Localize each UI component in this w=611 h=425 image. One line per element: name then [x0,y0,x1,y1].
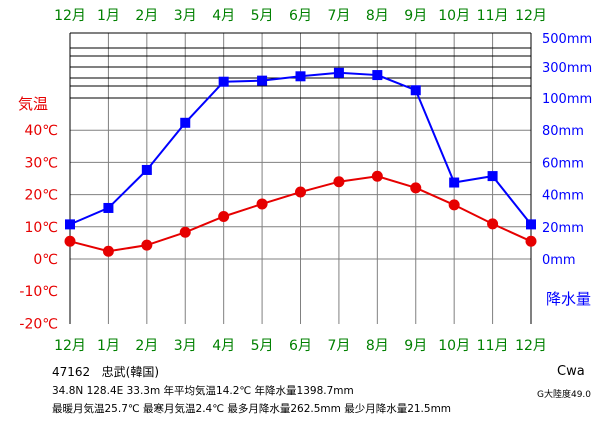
temperature-point [525,235,537,247]
precipitation-point [333,67,344,78]
month-label-bottom: 6月 [289,338,312,354]
month-label-bottom: 5月 [251,338,274,354]
temperature-point [295,186,306,198]
precipitation-point [410,85,421,96]
temperature-tick-label: 10℃ [24,220,58,236]
precipitation-point [487,171,498,182]
month-label-bottom: 1月 [97,338,120,354]
month-label-bottom: 11月 [477,338,509,354]
temperature-axis-label: 気温 [18,95,48,113]
month-label-top: 9月 [404,8,427,24]
month-label-top: 12月 [515,8,547,24]
climate-code: Cwa [557,364,585,379]
precipitation-point [295,71,306,82]
precipitation-tick-label: 100mm [542,92,592,107]
temperature-point [102,245,114,257]
temperature-point [218,210,230,222]
month-label-top: 6月 [289,8,312,24]
continentality-index: G大陸度49.0 [537,390,592,400]
month-label-top: 12月 [54,8,86,24]
top-month-labels: 12月 1月 2月 3月 4月 5月 6月 7月 8月 9月 10月 11月 12月 [54,8,547,24]
temperature-point [448,199,460,211]
month-label-bottom: 8月 [366,338,389,354]
precipitation-axis-label: 降水量 [546,290,591,308]
month-label-bottom: 3月 [174,338,197,354]
precipitation-tick-label: 20mm [542,221,584,236]
temperature-tick-label: 20℃ [24,188,58,204]
precipitation-point [103,202,114,213]
station-header: 47162 忠武(韓国) [52,363,159,380]
precipitation-point [141,164,152,175]
month-label-top: 1月 [97,8,120,24]
precipitation-point [449,177,460,188]
precipitation-tick-label: 300mm [542,61,592,76]
precipitation-point [257,75,268,86]
month-label-top: 10月 [438,8,470,24]
precipitation-series [65,67,536,230]
precipitation-point [65,219,75,230]
month-label-top: 2月 [135,8,158,24]
precipitation-point [180,117,191,128]
month-label-top: 5月 [251,8,274,24]
month-label-top: 4月 [212,8,235,24]
temperature-tick-label: 30℃ [24,155,58,171]
month-label-top: 7月 [327,8,350,24]
precipitation-point [526,219,536,230]
temperature-tick-label: 0℃ [33,252,58,268]
temperature-tick-label: -20℃ [19,316,58,332]
precipitation-axis-ticks: 500mm 300mm 100mm 80mm 60mm 40mm 20mm 0mm [542,32,592,268]
temperature-axis-ticks: 40℃ 30℃ 20℃ 10℃ 0℃ -10℃ -20℃ [19,123,58,332]
temperature-point [487,218,499,230]
temperature-point [64,235,76,247]
month-label-bottom: 7月 [327,338,350,354]
temperature-point [256,198,268,210]
station-name: 忠武(韓国) [101,365,160,379]
temperature-tick-label: -10℃ [19,284,58,300]
precipitation-tick-label: 40mm [542,189,584,204]
temperature-point [141,239,153,251]
month-label-top: 3月 [174,8,197,24]
precipitation-tick-label: 80mm [542,124,584,139]
month-label-bottom: 2月 [135,338,158,354]
bottom-month-labels: 12月 1月 2月 3月 4月 5月 6月 7月 8月 9月 10月 11月 12月 [54,338,547,354]
temperature-point [371,170,383,182]
precipitation-point [218,76,229,87]
temperature-point [179,226,191,238]
precipitation-tick-label: 0mm [542,253,576,268]
month-label-top: 8月 [366,8,389,24]
month-label-bottom: 12月 [54,338,86,354]
stats-line-2: 最暖月気温25.7℃ 最寒月気温2.4℃ 最多月降水量262.5mm 最少月降水… [52,403,452,415]
month-label-bottom: 12月 [515,338,547,354]
precipitation-tick-label: 500mm [542,32,592,47]
precipitation-point [372,70,383,81]
temperature-series [64,170,537,257]
temperature-tick-label: 40℃ [24,123,58,139]
precipitation-tick-label: 60mm [542,156,584,171]
temperature-point [410,182,422,194]
month-label-top: 11月 [477,8,509,24]
temperature-point [333,176,345,188]
month-label-bottom: 10月 [438,338,470,354]
stats-line-1: 34.8N 128.4E 33.3m 年平均気温14.2℃ 年降水量1398.7… [52,385,354,397]
month-label-bottom: 4月 [212,338,235,354]
month-label-bottom: 9月 [404,338,427,354]
station-id: 47162 [52,365,91,379]
